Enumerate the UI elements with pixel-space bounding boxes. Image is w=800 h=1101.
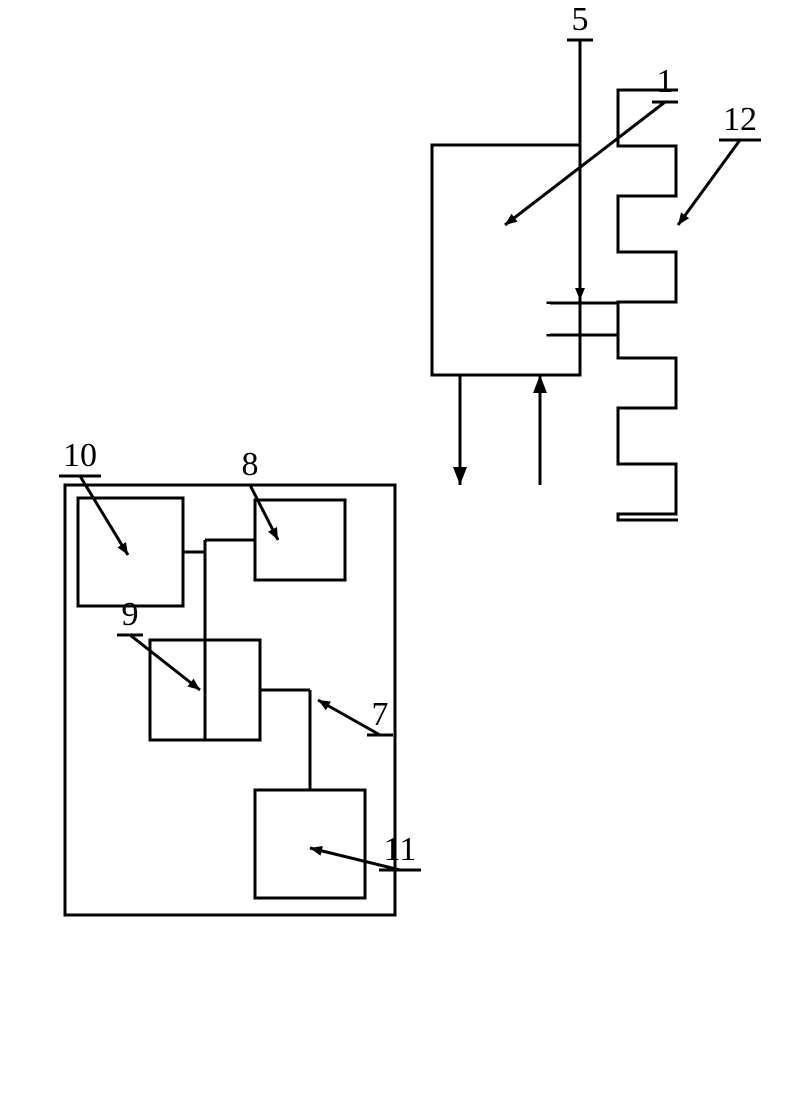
diagram-stage: 1 5 12 7 8 9 10 11 xyxy=(0,0,800,1101)
label-11: 11 xyxy=(384,831,417,868)
leader-10 xyxy=(80,476,128,555)
diagram-svg: 1 5 12 7 8 9 10 11 xyxy=(0,0,800,1101)
label-8: 8 xyxy=(242,446,259,483)
label-5: 5 xyxy=(572,1,589,38)
block5 xyxy=(548,303,618,335)
label-10: 10 xyxy=(63,437,97,474)
leader-12 xyxy=(678,140,740,225)
arrow-head xyxy=(533,375,547,393)
block8 xyxy=(255,500,345,580)
arrow-head xyxy=(453,467,467,485)
rack-12 xyxy=(618,90,678,520)
label-7: 7 xyxy=(372,696,389,733)
leader-1 xyxy=(505,102,665,225)
leader-9 xyxy=(130,635,200,690)
leader-head xyxy=(575,288,585,300)
label-9: 9 xyxy=(122,596,139,633)
label-12: 12 xyxy=(723,101,757,138)
label-1: 1 xyxy=(657,63,674,100)
block11 xyxy=(255,790,365,898)
block10 xyxy=(78,498,183,606)
block1 xyxy=(432,145,580,375)
